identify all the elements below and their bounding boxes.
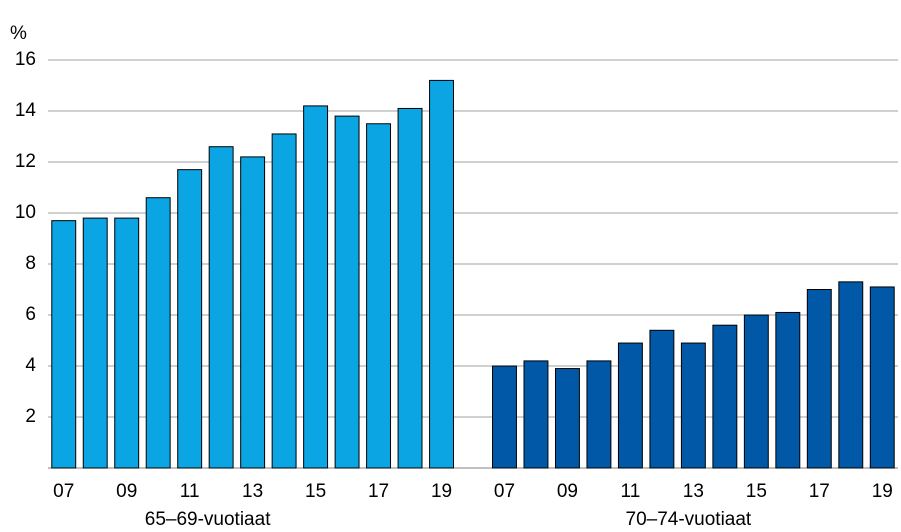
bar (145, 197, 171, 469)
x-tick-label: 13 (242, 481, 263, 502)
bar (240, 156, 266, 469)
x-tick-label: 13 (683, 481, 704, 502)
group-label: 65–69-vuotiaat (145, 509, 271, 530)
x-tick-label: 17 (809, 481, 830, 502)
bar (82, 217, 108, 469)
x-tick-label: 07 (494, 481, 515, 502)
bar (303, 105, 329, 469)
bar (177, 169, 203, 469)
bar (208, 146, 234, 469)
bar (51, 220, 77, 469)
bar (334, 115, 360, 469)
x-tick-label: 11 (621, 481, 641, 502)
bar (680, 342, 706, 469)
bar (554, 368, 580, 469)
group-label: 70–74-vuotiaat (626, 509, 752, 530)
bar (743, 314, 769, 469)
y-axis-label: % (10, 23, 27, 44)
x-tick-label: 15 (746, 481, 767, 502)
x-tick-label: 17 (368, 481, 389, 502)
y-tick-label: 12 (15, 151, 36, 172)
y-tick-label: 6 (25, 304, 36, 325)
bar (492, 365, 517, 469)
bar (869, 286, 895, 469)
bar (617, 342, 643, 469)
y-tick-label: 4 (25, 355, 36, 376)
y-tick-label: 2 (25, 406, 36, 427)
bar (429, 79, 454, 469)
bar (397, 107, 423, 469)
bar (838, 281, 864, 469)
bar (712, 324, 738, 469)
x-tick-label: 19 (431, 481, 452, 502)
y-tick-label: 8 (25, 253, 36, 274)
x-tick-label: 09 (116, 481, 137, 502)
bar (586, 360, 612, 469)
bar (523, 360, 549, 469)
y-tick-label: 14 (15, 100, 37, 121)
bar (649, 329, 675, 469)
x-tick-label: 15 (305, 481, 326, 502)
bar (366, 123, 392, 469)
bar (114, 217, 140, 469)
x-tick-label: 19 (872, 481, 893, 502)
y-tick-label: 16 (15, 49, 36, 70)
x-tick-label: 07 (53, 481, 74, 502)
bar (775, 311, 801, 469)
x-tick-label: 09 (557, 481, 578, 502)
bar (271, 133, 297, 469)
x-tick-label: 11 (180, 481, 200, 502)
y-tick-label: 10 (15, 202, 36, 223)
bar (806, 289, 832, 469)
